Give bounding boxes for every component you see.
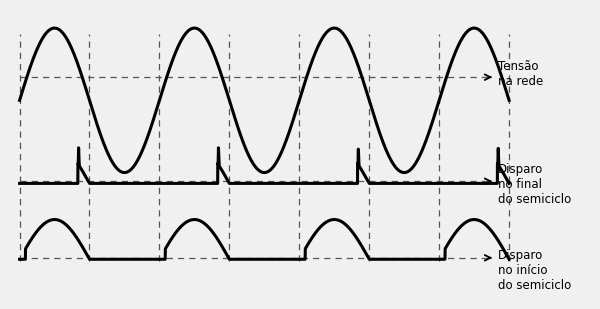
Text: Tensão
na rede: Tensão na rede — [498, 60, 543, 87]
Text: Disparo
no início
do semiciclo: Disparo no início do semiciclo — [498, 249, 571, 292]
Text: Disparo
no final
do semiciclo: Disparo no final do semiciclo — [498, 163, 571, 206]
